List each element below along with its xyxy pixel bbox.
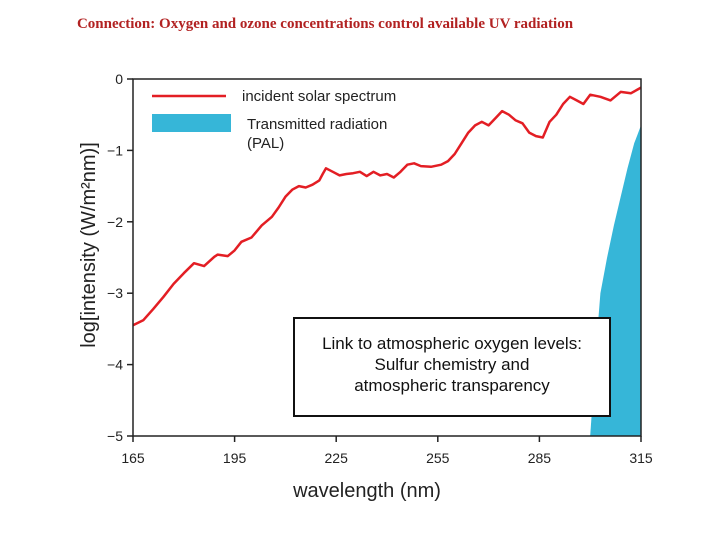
x-tick-label: 225	[325, 450, 349, 466]
note-line-1: Link to atmospheric oxygen levels:	[322, 334, 582, 353]
note-line-3: atmospheric transparency	[354, 376, 550, 395]
x-axis-title: wavelength (nm)	[292, 480, 441, 502]
x-tick-label: 285	[528, 450, 552, 466]
y-tick-label: −1	[107, 142, 123, 158]
y-tick-label: −4	[107, 357, 123, 373]
legend-transmitted-swatch	[152, 114, 231, 132]
legend-transmitted-label-2: (PAL)	[247, 135, 284, 152]
x-tick-label: 195	[223, 450, 247, 466]
note-line-2: Sulfur chemistry and	[374, 355, 530, 374]
y-tick-label: 0	[115, 71, 123, 87]
slide-title: Connection: Oxygen and ozone concentrati…	[76, 16, 574, 32]
y-tick-label: −3	[107, 285, 123, 301]
y-tick-label: −2	[107, 214, 123, 230]
y-tick-label: −5	[107, 428, 123, 444]
x-tick-label: 255	[426, 450, 450, 466]
oxygen-link-note: Link to atmospheric oxygen levels: Sulfu…	[293, 317, 611, 417]
legend-transmitted-label: Transmitted radiation	[247, 116, 387, 133]
x-tick-label: 165	[121, 450, 145, 466]
y-axis-title: log[intensity (W/m²nm)]	[78, 142, 100, 348]
legend-solar-label: incident solar spectrum	[242, 88, 396, 105]
plot-frame	[132, 78, 642, 437]
solar-spectrum-line	[132, 86, 642, 327]
x-tick-label: 315	[629, 450, 653, 466]
